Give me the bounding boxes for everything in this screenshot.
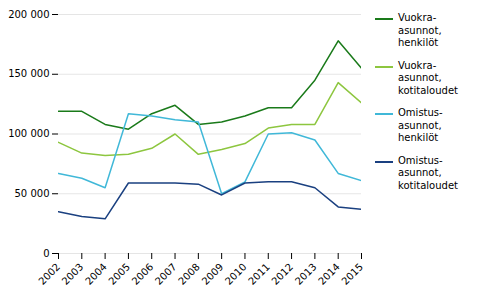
svg-text:2003: 2003	[60, 261, 86, 287]
svg-text:2002: 2002	[36, 261, 62, 287]
svg-text:2004: 2004	[83, 261, 109, 287]
svg-text:100 000: 100 000	[8, 128, 49, 139]
svg-text:0: 0	[43, 248, 49, 259]
svg-text:2009: 2009	[200, 261, 226, 287]
html-text:Vuokra- asunnot, henkilöt: Vuokra- asunnot, henkilöt	[398, 12, 442, 48]
svg-text:2008: 2008	[176, 261, 202, 287]
svg-text:200 000: 200 000	[8, 9, 49, 20]
html-text:Omistus- asunnot, kotitaloudet: Omistus- asunnot, kotitaloudet	[398, 154, 458, 191]
svg-text:50 000: 50 000	[15, 188, 50, 199]
svg-text:2007: 2007	[153, 261, 179, 287]
svg-text:2011: 2011	[246, 261, 272, 287]
svg-text:2005: 2005	[106, 261, 132, 287]
svg-text:2012: 2012	[269, 261, 295, 287]
svg-text:2010: 2010	[223, 261, 249, 287]
svg-text:2015: 2015	[339, 261, 365, 287]
html-text:Vuokra- asunnot, kotitaloudet: Vuokra- asunnot, kotitaloudet	[398, 59, 458, 96]
svg-text:2013: 2013	[293, 261, 319, 287]
html-text:Omistus- asunnot, henkilöt: Omistus- asunnot, henkilöt	[398, 107, 443, 143]
svg-text:2014: 2014	[316, 261, 342, 287]
svg-text:150 000: 150 000	[8, 68, 49, 79]
svg-text:2006: 2006	[130, 261, 156, 287]
